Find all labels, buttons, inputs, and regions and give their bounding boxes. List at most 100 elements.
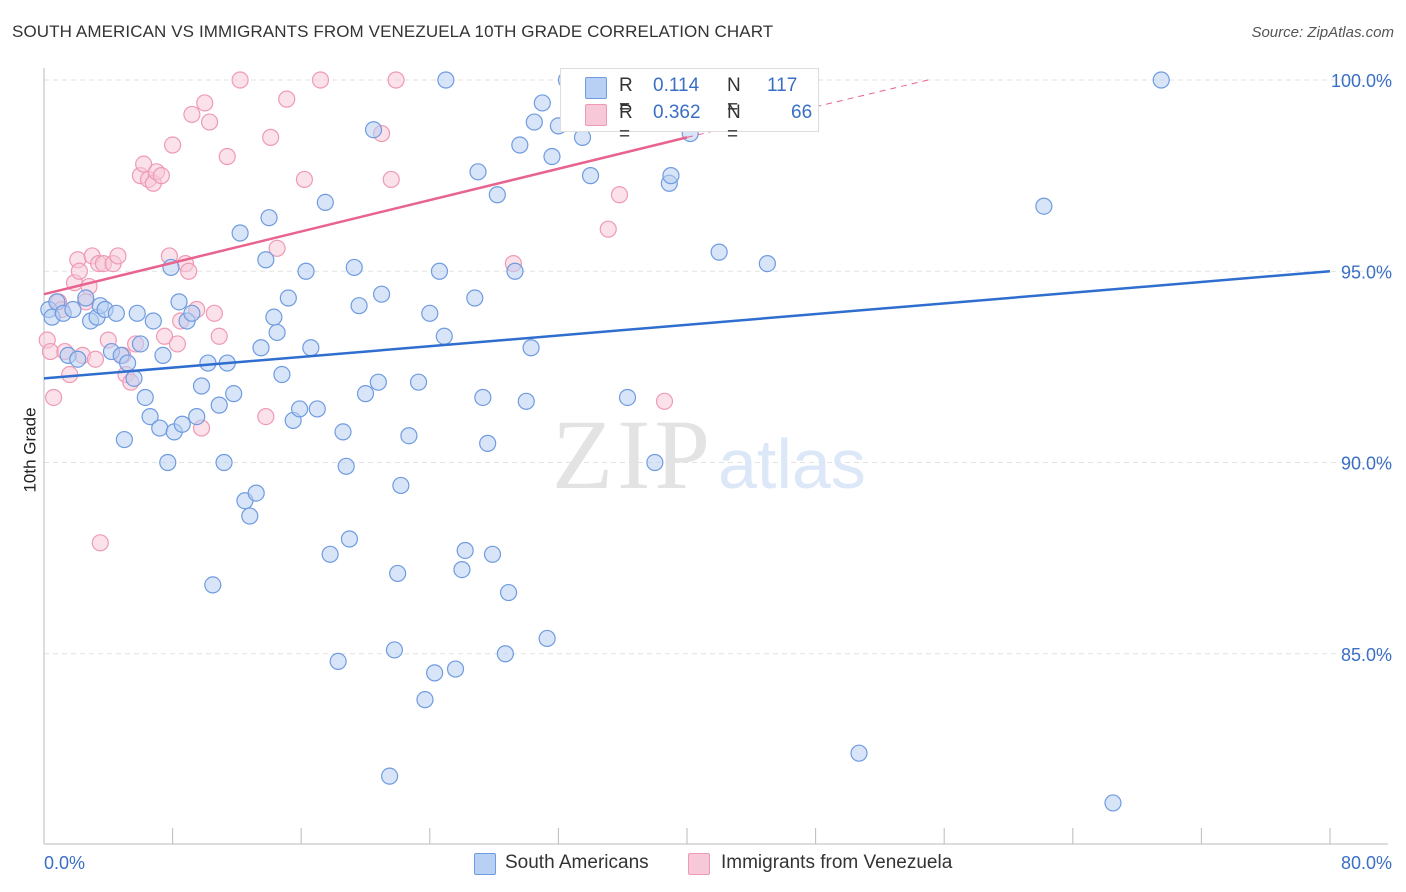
blue-point: [297, 262, 315, 280]
blue-point: [321, 545, 339, 563]
blue-point: [469, 163, 487, 181]
blue-point: [435, 327, 453, 345]
pink-point: [295, 170, 314, 189]
pink-point: [196, 94, 214, 112]
pink-point: [205, 304, 223, 322]
blue-point: [260, 209, 278, 227]
watermark-zip: ZIP: [552, 399, 714, 510]
blue-point: [581, 167, 600, 185]
blue-point: [525, 113, 543, 131]
pink-point: [210, 327, 228, 345]
pink-point: [135, 155, 153, 173]
blue-point: [183, 304, 201, 322]
pink-point: [164, 136, 182, 154]
legend-r-label: R =: [619, 102, 633, 145]
legend-swatch-pink: [585, 104, 607, 126]
blue-point: [453, 560, 471, 579]
blue-point: [499, 583, 518, 602]
blue-point: [173, 415, 191, 433]
blue-point: [265, 308, 283, 326]
blue-point: [247, 484, 265, 502]
pink-point: [382, 170, 400, 189]
blue-point: [210, 396, 228, 414]
blue-point: [437, 71, 455, 89]
blue-point: [488, 186, 506, 204]
bottom-legend-swatch-blue: [474, 853, 496, 875]
bottom-legend-swatch-pink: [688, 853, 710, 875]
blue-point: [329, 652, 347, 671]
blue-point: [154, 346, 172, 364]
blue-point: [69, 350, 87, 368]
blue-point: [618, 388, 637, 407]
pink-point: [168, 335, 187, 353]
legend-n-value: 117: [767, 75, 798, 96]
blue-point: [1104, 794, 1122, 812]
bottom-legend-label: South Americans: [505, 852, 649, 873]
x-tick-label: 0.0%: [44, 853, 85, 873]
blue-point: [257, 251, 275, 269]
blue-point: [316, 193, 334, 211]
blue-point: [538, 629, 556, 648]
pink-point: [155, 327, 174, 345]
pink-point: [183, 105, 201, 124]
blue-point: [385, 641, 404, 659]
legend-r-label: R =: [619, 75, 633, 118]
blue-point: [522, 339, 540, 357]
pink-point: [86, 350, 105, 368]
pink-point: [257, 408, 275, 426]
legend-n-label: N =: [727, 102, 741, 145]
blue-point: [710, 243, 728, 261]
blue-point: [372, 285, 391, 303]
blue-point: [302, 339, 320, 357]
blue-point: [369, 373, 387, 391]
pink-point: [311, 71, 330, 89]
blue-point: [204, 576, 222, 594]
pink-point: [278, 90, 296, 108]
blue-point: [345, 258, 363, 277]
blue-point: [1152, 71, 1170, 89]
pink-point: [262, 128, 280, 146]
pink-point: [599, 220, 617, 238]
x-tick-label: 80.0%: [1341, 853, 1392, 873]
pink-point: [45, 388, 63, 407]
pink-point: [109, 247, 127, 265]
pink-point: [200, 113, 219, 131]
blue-point: [416, 691, 434, 709]
blue-point: [511, 136, 529, 154]
blue-point: [151, 419, 169, 437]
blue-point: [188, 408, 206, 426]
blue-point: [483, 545, 502, 563]
blue-point: [356, 385, 375, 403]
pink-point: [610, 186, 629, 204]
blue-point: [340, 530, 359, 548]
blue-point: [466, 289, 484, 307]
blue-point: [392, 476, 410, 495]
axes: [43, 68, 1388, 845]
blue-point: [141, 408, 159, 426]
pink-trend-line: [43, 136, 688, 296]
legend-n-label: N =: [727, 75, 741, 118]
blue-point: [1035, 197, 1053, 215]
blue-point: [409, 373, 428, 391]
y-tick-label: 95.0%: [1341, 262, 1392, 282]
chart-title: SOUTH AMERICAN VS IMMIGRANTS FROM VENEZU…: [12, 22, 774, 41]
pink-point: [70, 262, 88, 280]
blue-point: [381, 767, 399, 785]
blue-point: [389, 564, 407, 583]
blue-point: [646, 453, 664, 472]
watermark: ZIP atlas: [552, 399, 866, 510]
blue-trend-line: [43, 270, 1331, 380]
y-tick-label: 85.0%: [1341, 645, 1392, 665]
tick-labels: 85.0% 90.0% 95.0% 100.0% 0.0% 80.0%: [44, 71, 1392, 873]
blue-point: [64, 300, 82, 319]
pink-point: [655, 392, 674, 410]
blue-point: [128, 304, 146, 322]
legend-r-value: 0.114: [653, 75, 700, 96]
blue-point: [279, 289, 297, 307]
blue-point: [225, 385, 243, 403]
blue-point: [850, 744, 868, 762]
blue-point: [479, 434, 497, 452]
blue-point: [170, 293, 188, 311]
blue-point: [506, 262, 524, 280]
